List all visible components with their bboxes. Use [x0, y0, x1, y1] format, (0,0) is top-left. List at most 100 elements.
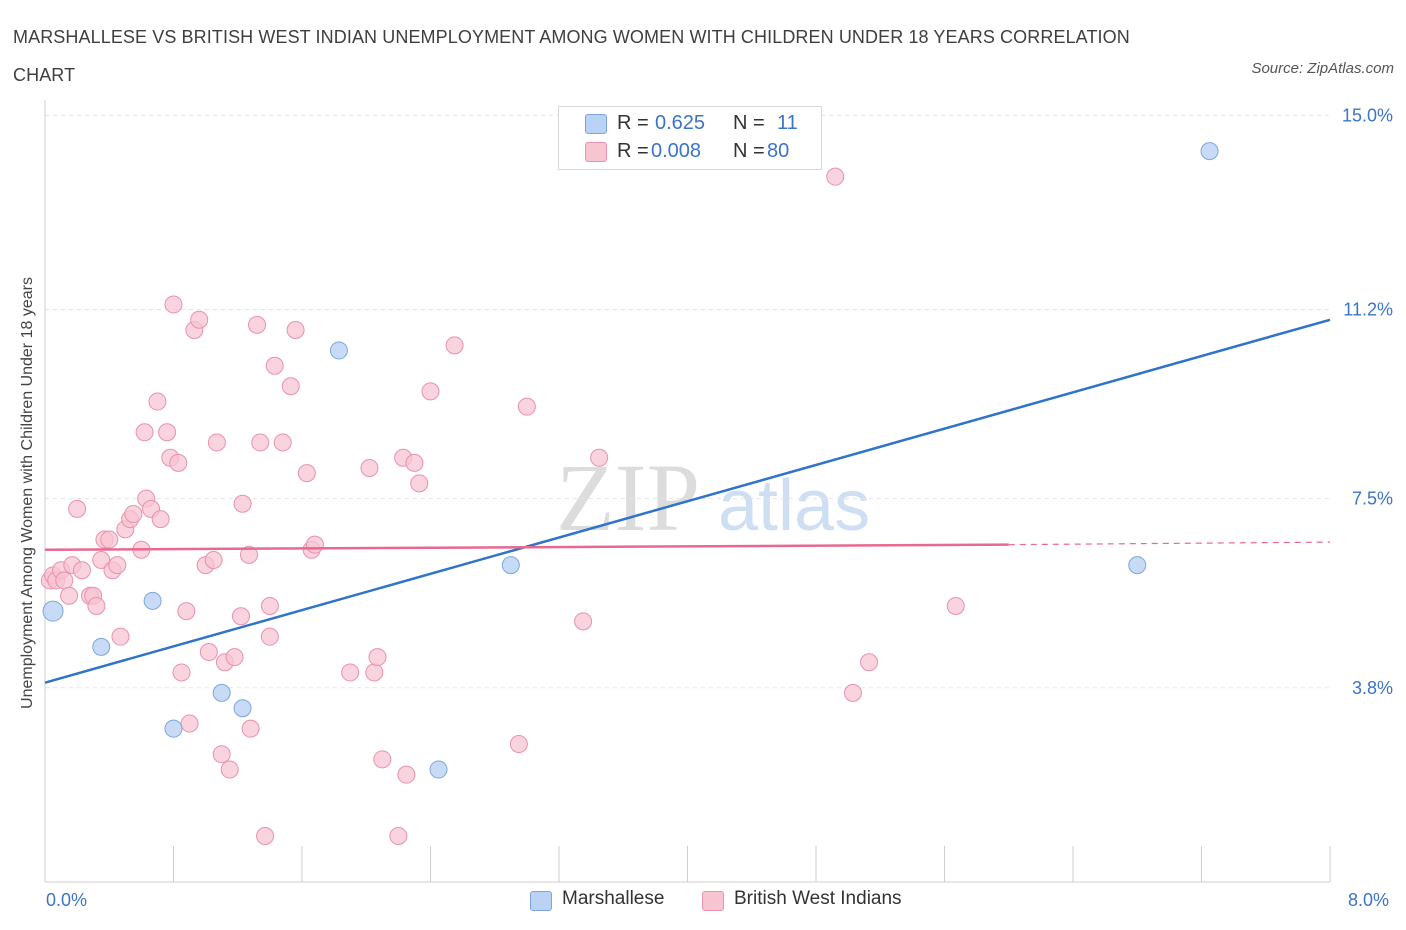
bwi-point: [389, 827, 408, 845]
bwi-point: [410, 474, 429, 493]
x-tick-min: 0.0%: [46, 890, 88, 910]
bwi-point: [60, 586, 79, 605]
bwi-point: [297, 464, 316, 483]
bwi-point: [111, 627, 130, 646]
x-tick-max: 8.0%: [1348, 890, 1390, 910]
bwi-point: [190, 310, 209, 329]
marshallese-point: [1200, 142, 1219, 161]
marshallese-point: [233, 699, 252, 718]
bwi-point: [92, 551, 111, 569]
y-tick-label: 15.0%: [1342, 105, 1393, 125]
bwi-point: [365, 663, 384, 682]
bwi-point: [225, 648, 244, 667]
bwi-point: [151, 510, 170, 529]
bwi-point: [256, 827, 275, 845]
legend-r-value: 0.008: [651, 140, 702, 162]
legend-n-label: N =: [733, 112, 765, 134]
bwi-point: [72, 561, 91, 580]
bwi-point: [100, 530, 119, 549]
bwi-point: [843, 683, 862, 702]
bwi-point: [248, 315, 267, 334]
marshallese-point: [212, 683, 231, 702]
y-tick-label: 3.8%: [1352, 678, 1393, 698]
bwi-point: [239, 545, 258, 564]
bwi-point: [233, 494, 252, 513]
bwi-point: [360, 459, 379, 477]
bwi-point: [199, 643, 218, 661]
bwi-point: [169, 453, 188, 472]
bwi-point: [373, 750, 392, 769]
marshallese-point: [329, 341, 348, 360]
marshallese-point: [429, 760, 448, 779]
bwi-point: [509, 735, 528, 753]
bwi-swatch: [585, 142, 607, 162]
bwi-point: [405, 453, 424, 472]
legend-n-value: 80: [767, 140, 790, 162]
marshallese-point: [501, 556, 520, 575]
bwi-point: [87, 597, 106, 615]
bwi-trend-extension: [1008, 541, 1331, 546]
bwi-point: [204, 551, 223, 569]
legend-r-value: 0.625: [655, 112, 706, 134]
marshallese-point: [92, 637, 111, 656]
tick-labels: 3.8% 7.5% 11.2% 15.0%: [1342, 105, 1393, 697]
axes: [44, 100, 1331, 883]
chart-title: MARSHALLESE VS BRITISH WEST INDIAN UNEMP…: [13, 27, 1130, 85]
bwi-point: [135, 423, 154, 442]
bwi-point: [251, 433, 270, 452]
bwi-trend-line: [44, 543, 1009, 552]
bwi-point: [826, 167, 845, 186]
bwi-point: [397, 765, 416, 784]
bwi-point: [421, 382, 440, 401]
marshallese-point: [143, 591, 162, 610]
bottom-legend-label: Marshallese: [562, 888, 665, 909]
bwi-point: [860, 653, 879, 672]
y-tick-label: 7.5%: [1352, 489, 1393, 509]
bwi-point: [281, 377, 300, 396]
bwi-point: [177, 602, 196, 621]
bwi-point: [273, 433, 292, 452]
bwi-point: [946, 597, 965, 615]
legend-n-value: 11: [777, 112, 798, 134]
bwi-point: [148, 392, 167, 411]
bwi-point: [341, 663, 360, 682]
marshallese-swatch: [530, 891, 552, 911]
bwi-point: [590, 448, 609, 467]
marshallese-point: [164, 719, 183, 738]
legend-r-label: R =: [617, 112, 649, 134]
bwi-point: [368, 648, 387, 667]
marshallese-trend-line: [44, 318, 1331, 684]
trend-lines: [44, 318, 1331, 684]
chart-source: Source: ZipAtlas.com: [1251, 60, 1394, 77]
bwi-point: [574, 612, 593, 631]
bwi-point: [220, 760, 239, 779]
bwi-point: [180, 714, 199, 733]
watermark-zip: ZIP: [556, 444, 700, 551]
bwi-point: [260, 597, 279, 615]
bwi-point: [68, 499, 87, 518]
watermark-atlas: atlas: [718, 466, 870, 546]
bwi-point: [172, 663, 191, 682]
bwi-point: [124, 505, 143, 523]
marshallese-point: [1128, 556, 1147, 575]
marshallese-swatch: [585, 114, 607, 134]
y-tick-label: 11.2%: [1343, 300, 1393, 320]
bwi-point: [517, 397, 536, 416]
bwi-point: [212, 745, 231, 764]
legend-r-label: R =: [617, 140, 649, 162]
bwi-swatch: [702, 891, 724, 911]
bwi-point: [231, 607, 250, 626]
bwi-point: [445, 336, 464, 355]
correlation-legend: R = 0.625 N = 11 R = 0.008 N = 80: [558, 106, 822, 170]
bwi-point: [207, 433, 226, 452]
bwi-point: [108, 556, 127, 575]
bwi-point: [265, 356, 284, 375]
marshallese-points: [42, 142, 1219, 779]
marshallese-point: [42, 600, 64, 622]
bwi-point: [260, 627, 279, 646]
bwi-point: [55, 571, 74, 590]
bwi-point: [241, 719, 260, 738]
bwi-point: [164, 295, 183, 314]
bottom-legend-label: British West Indians: [734, 888, 902, 909]
